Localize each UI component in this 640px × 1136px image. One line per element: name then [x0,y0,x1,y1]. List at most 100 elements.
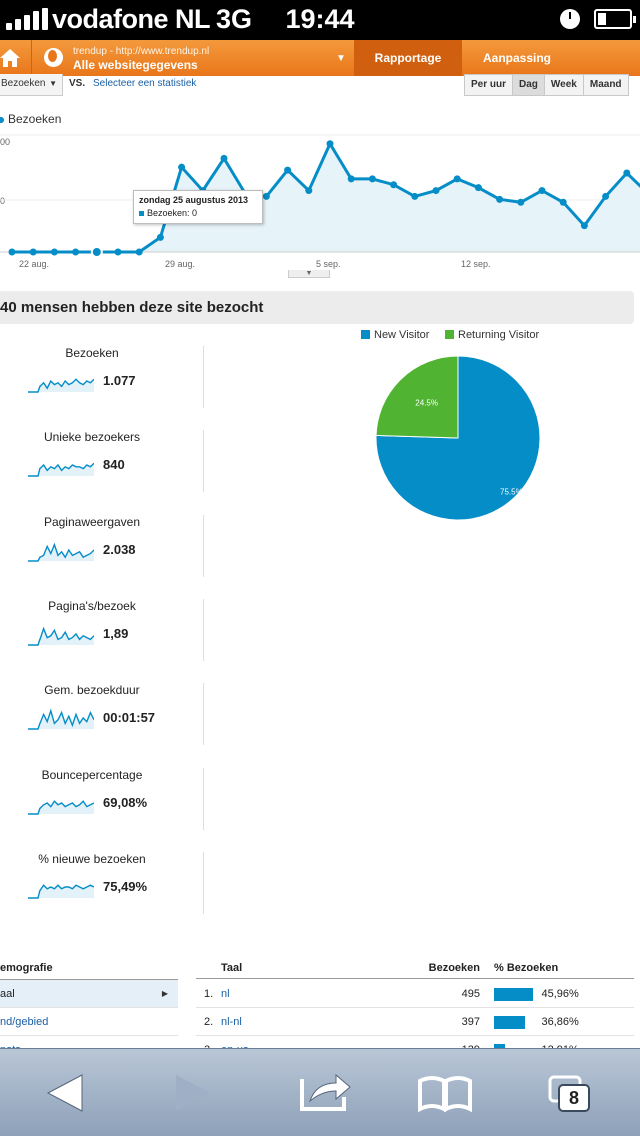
summary-metric[interactable]: Gem. bezoekduur 00:01:57 [0,683,204,746]
row-visits: 397 [461,1016,480,1028]
data-point[interactable] [580,222,588,230]
legend-label: New Visitor [374,329,430,341]
site-url[interactable]: trendup - http://www.trendup.nl [73,46,210,57]
data-point[interactable] [538,187,546,195]
table-row[interactable]: 2. nl-nl 397 36,86% [196,1008,634,1036]
data-point[interactable] [220,154,228,162]
language-link[interactable]: nl [221,988,230,1000]
data-point[interactable] [474,184,482,192]
sparkline-chart [28,799,94,815]
app-header: trendup - http://www.trendup.nl Alle web… [0,40,640,76]
share-icon [300,1073,351,1111]
data-point[interactable] [135,248,143,256]
legend-swatch [361,330,370,339]
summary-metric[interactable]: Bezoeken 1.077 [0,346,204,408]
period-maand[interactable]: Maand [589,79,622,90]
period-dag[interactable]: Dag [513,75,545,95]
demografie-item-label: nd/gebied [0,1016,49,1028]
tab-count-badge[interactable]: 8 [558,1084,590,1112]
summary-metric[interactable]: % nieuwe bezoeken 75,49% [0,851,204,914]
data-point[interactable] [368,175,376,183]
sparkline-chart [28,378,94,393]
metric-select[interactable]: Bezoeken ▼ [0,74,63,96]
bookmarks-button[interactable] [400,1049,490,1136]
tooltip-value: Bezoeken: 0 [147,208,198,218]
back-button[interactable] [20,1049,110,1136]
status-time: 19:44 [285,4,355,34]
legend-label: Bezoeken [8,112,62,126]
demografie-item-land[interactable]: nd/gebied [0,1008,178,1036]
summary-metric[interactable]: Pagina's/bezoek 1,89 [0,598,204,661]
demografie-item-taal[interactable]: aal ▶ [0,980,178,1008]
metric-value: 1.077 [103,373,136,388]
row-percentage: 45,96% [541,988,579,1000]
pie-legend-new[interactable]: New Visitor [361,329,429,341]
data-point[interactable] [432,187,440,195]
summary-metric[interactable]: Paginaweergaven 2.038 [0,514,204,577]
share-button[interactable] [280,1049,370,1136]
pie-legend-returning[interactable]: Returning Visitor [445,329,539,341]
data-point[interactable] [90,246,103,258]
data-point[interactable] [305,187,313,195]
data-point[interactable] [623,169,631,177]
summary-title: 40 mensen hebben deze site bezocht [0,299,264,316]
language-table-header: Taal Bezoeken % Bezoeken [196,962,634,979]
chevron-down-icon[interactable]: ▼ [336,53,346,64]
data-point[interactable] [347,175,355,183]
data-point[interactable] [559,198,567,206]
language-link[interactable]: nl-nl [221,1016,242,1028]
data-point[interactable] [284,166,292,174]
demografie-header: emografie [0,962,178,980]
period-selector: Per uur Dag Week Maand [464,74,629,96]
x-tick-label: 22 aug. [19,259,50,269]
forward-button[interactable] [148,1049,238,1136]
data-point[interactable] [29,248,37,256]
data-point[interactable] [326,140,334,148]
data-point[interactable] [50,248,58,256]
period-per-uur[interactable]: Per uur [465,75,514,95]
sparkline-chart [28,626,94,646]
row-rank: 2. [204,1016,214,1028]
chart-collapse-toggle[interactable]: ▼ [288,270,330,278]
metric-value: 1,89 [103,625,129,641]
metric-value: 00:01:57 [103,710,156,726]
data-point[interactable] [411,192,419,200]
visits-line-chart[interactable] [0,130,640,280]
data-point[interactable] [178,163,186,171]
metric-label: % nieuwe bezoeken [38,851,146,866]
sparkline-chart [28,463,94,477]
status-bar: vodafone NL 3G 19:44 [0,0,640,40]
data-point[interactable] [602,192,610,200]
data-point[interactable] [156,233,164,241]
percentage-bar [494,988,534,1001]
summary-metric[interactable]: Bouncepercentage 69,08% [0,767,204,830]
column-header-bezoeken[interactable]: Bezoeken [428,962,480,974]
data-point[interactable] [453,175,461,183]
summary-header [0,291,634,324]
data-point[interactable] [517,198,525,206]
x-tick-label: 29 aug. [165,259,196,269]
column-header-pct-bezoeken[interactable]: % Bezoeken [494,962,559,974]
table-row[interactable]: 1. nl 495 45,96% [196,980,634,1008]
book-icon [418,1076,472,1113]
data-point[interactable] [72,248,80,256]
data-point[interactable] [8,248,16,256]
pie-slice[interactable] [375,355,459,439]
site-name[interactable]: Alle websitegegevens [73,58,198,72]
summary-metric[interactable]: Unieke bezoekers 840 [0,430,204,493]
y-tick-label: 0 [0,196,6,206]
metric-select-value: Bezoeken [1,78,46,89]
data-point[interactable] [114,248,122,256]
column-header-taal[interactable]: Taal [221,962,243,974]
data-point[interactable] [262,192,270,200]
tab-aanpassing[interactable]: Aanpassing [482,51,551,65]
compare-metric-link[interactable]: Selecteer een statistiek [93,78,197,89]
visitor-type-pie-chart[interactable]: 75.5% 24.5% [370,350,546,526]
period-week[interactable]: Week [545,75,584,95]
data-point[interactable] [496,195,504,203]
pie-slice-label: 75.5% [500,488,523,497]
home-button[interactable] [0,40,32,76]
tab-rapportage[interactable]: Rapportage [354,40,462,76]
vs-label: VS. [69,78,86,89]
data-point[interactable] [390,181,398,189]
